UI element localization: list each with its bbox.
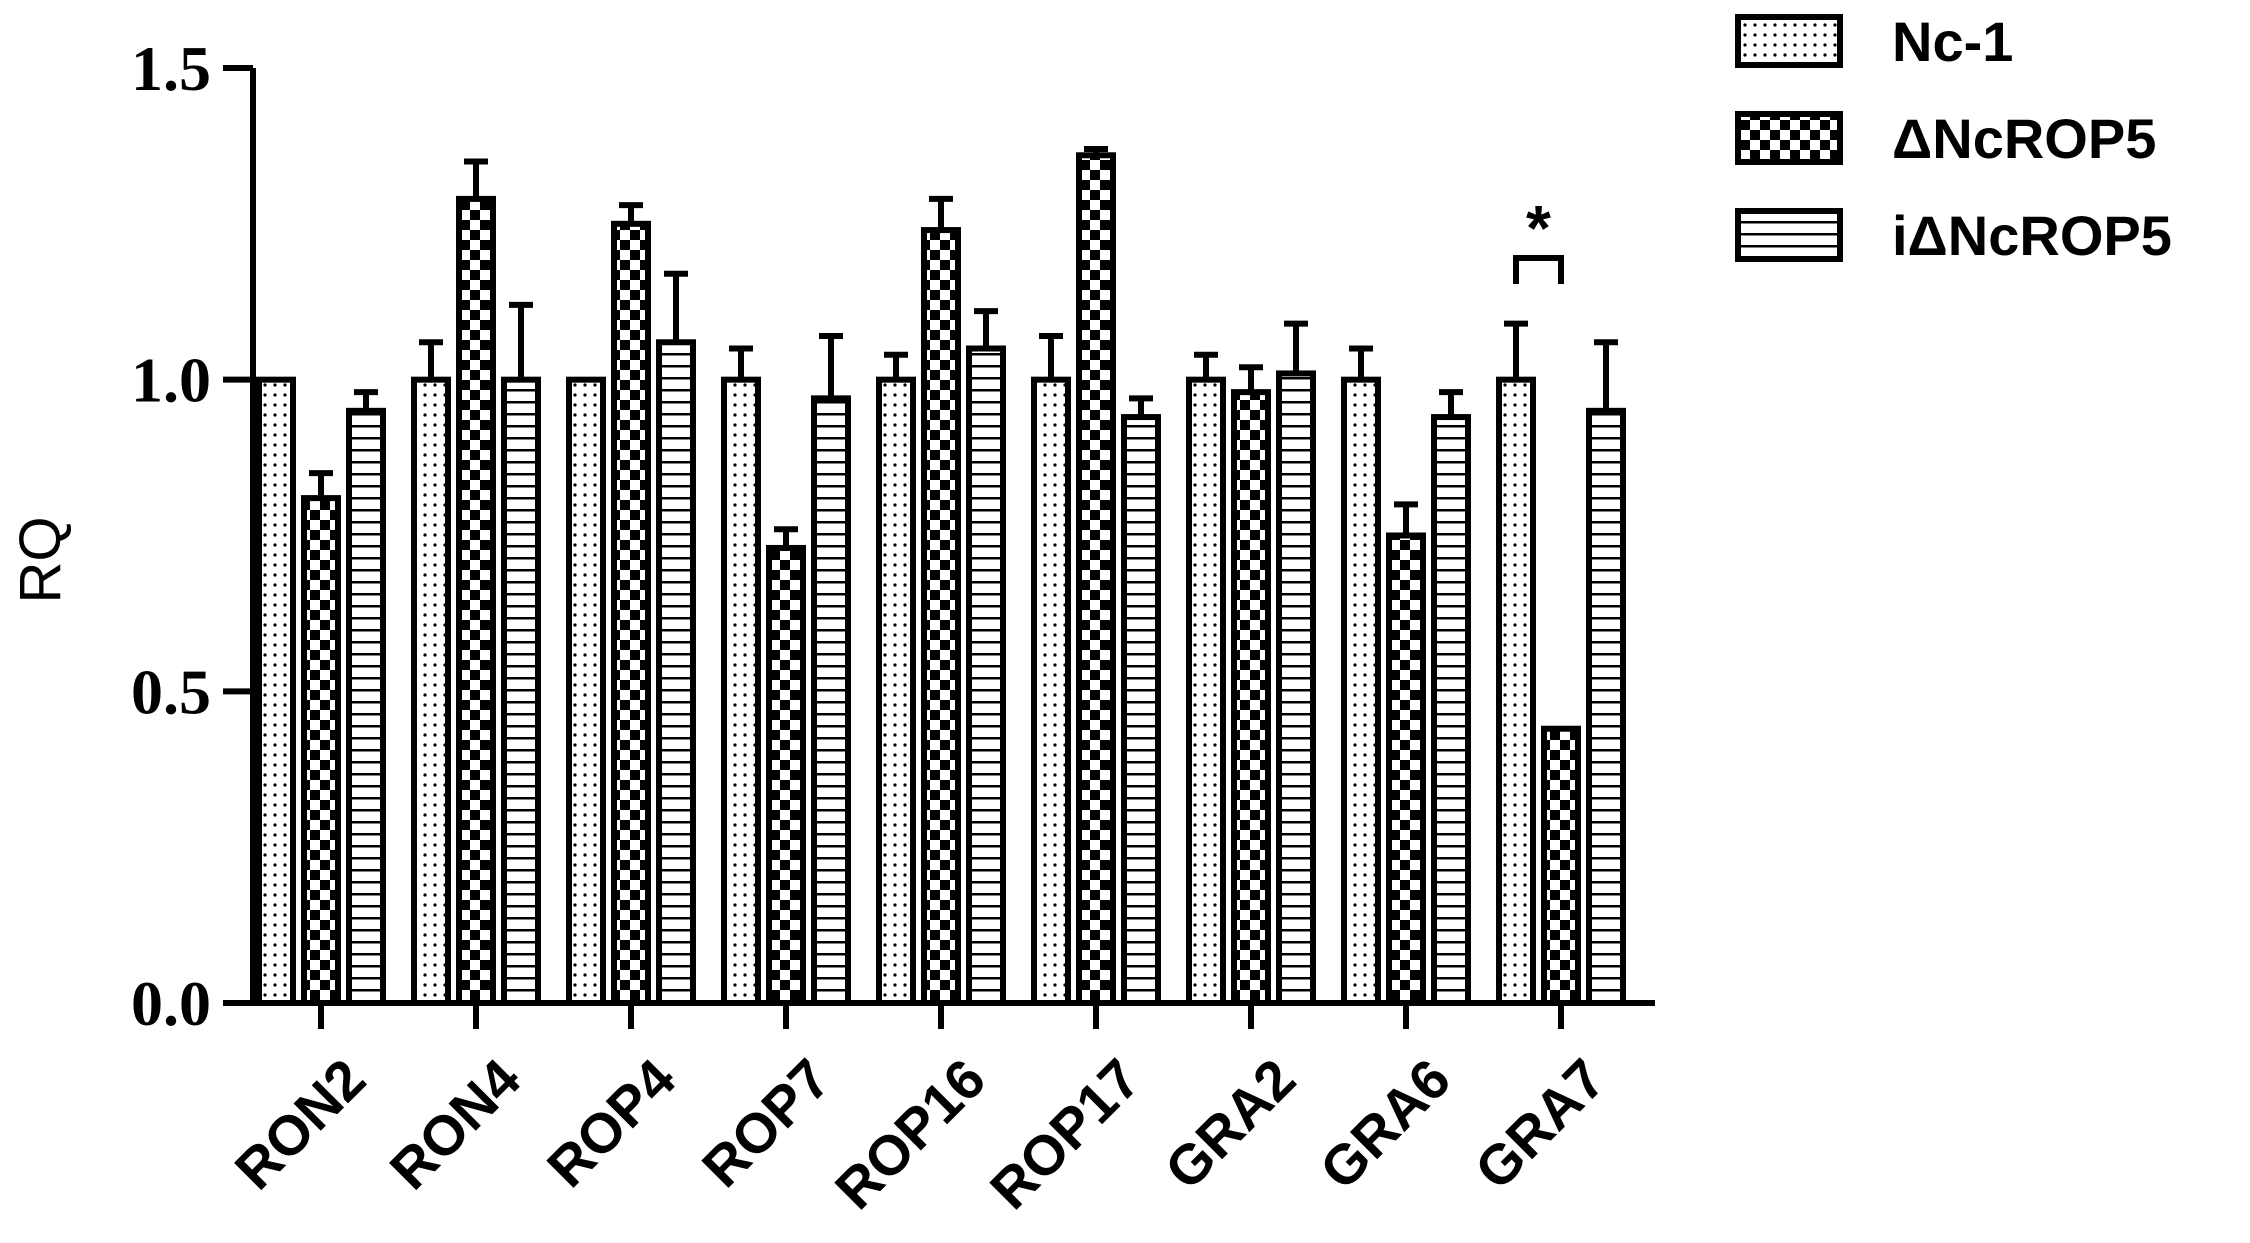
bar xyxy=(1231,389,1271,1006)
x-category-label: GRA6 xyxy=(1308,1047,1463,1202)
legend-label: ΔNcROP5 xyxy=(1892,107,2156,170)
bar xyxy=(766,544,806,1006)
annotations-layer: * xyxy=(1513,192,1564,284)
bar xyxy=(1186,376,1226,1006)
bar xyxy=(1386,532,1426,1006)
bar xyxy=(811,395,851,1007)
bar xyxy=(876,376,916,1006)
bar xyxy=(411,376,451,1006)
legend-swatch xyxy=(1735,208,1843,262)
x-category-label: ROP7 xyxy=(690,1047,842,1199)
bar xyxy=(921,227,961,1007)
y-tick-label: 1.0 xyxy=(131,345,211,416)
x-category-label: GRA2 xyxy=(1153,1047,1308,1202)
x-category-label: ROP4 xyxy=(535,1047,687,1199)
bar xyxy=(1431,414,1471,1007)
x-category-label: ROP17 xyxy=(978,1047,1152,1221)
bar xyxy=(1121,414,1161,1007)
bar xyxy=(1276,370,1316,1006)
bar xyxy=(501,376,541,1006)
legend-swatch xyxy=(1735,111,1843,165)
bars-layer xyxy=(256,152,1626,1007)
bar xyxy=(346,407,386,1007)
error-bars-layer xyxy=(309,146,1618,548)
legend: Nc-1 ΔNcROP5 iΔNcROP5 xyxy=(1735,10,2172,267)
y-axis-title: RQ xyxy=(8,517,73,604)
bar xyxy=(656,339,696,1006)
significance-bracket xyxy=(1513,255,1564,284)
bar xyxy=(256,376,296,1006)
significance-marker: * xyxy=(1526,192,1551,264)
bar xyxy=(1496,376,1536,1006)
y-tick-label: 0.5 xyxy=(131,656,211,727)
bar xyxy=(566,376,606,1006)
legend-label: Nc-1 xyxy=(1892,10,2013,73)
bar xyxy=(1031,376,1071,1006)
legend-swatch xyxy=(1735,14,1843,68)
bar xyxy=(1341,376,1381,1006)
bar xyxy=(456,195,496,1006)
x-category-label: RON2 xyxy=(223,1047,378,1202)
bar xyxy=(1586,407,1626,1007)
x-category-label: GRA7 xyxy=(1463,1047,1618,1202)
x-category-label: RON4 xyxy=(378,1047,533,1202)
bar xyxy=(611,220,651,1007)
bar xyxy=(721,376,761,1006)
y-tick-label: 0.0 xyxy=(131,968,211,1039)
bar xyxy=(1076,152,1116,1006)
bar xyxy=(1541,725,1581,1006)
bar xyxy=(966,345,1006,1006)
legend-label: iΔNcROP5 xyxy=(1892,204,2172,267)
x-category-label: ROP16 xyxy=(823,1047,997,1221)
bar xyxy=(301,495,341,1006)
y-tick-label: 1.5 xyxy=(131,33,211,104)
